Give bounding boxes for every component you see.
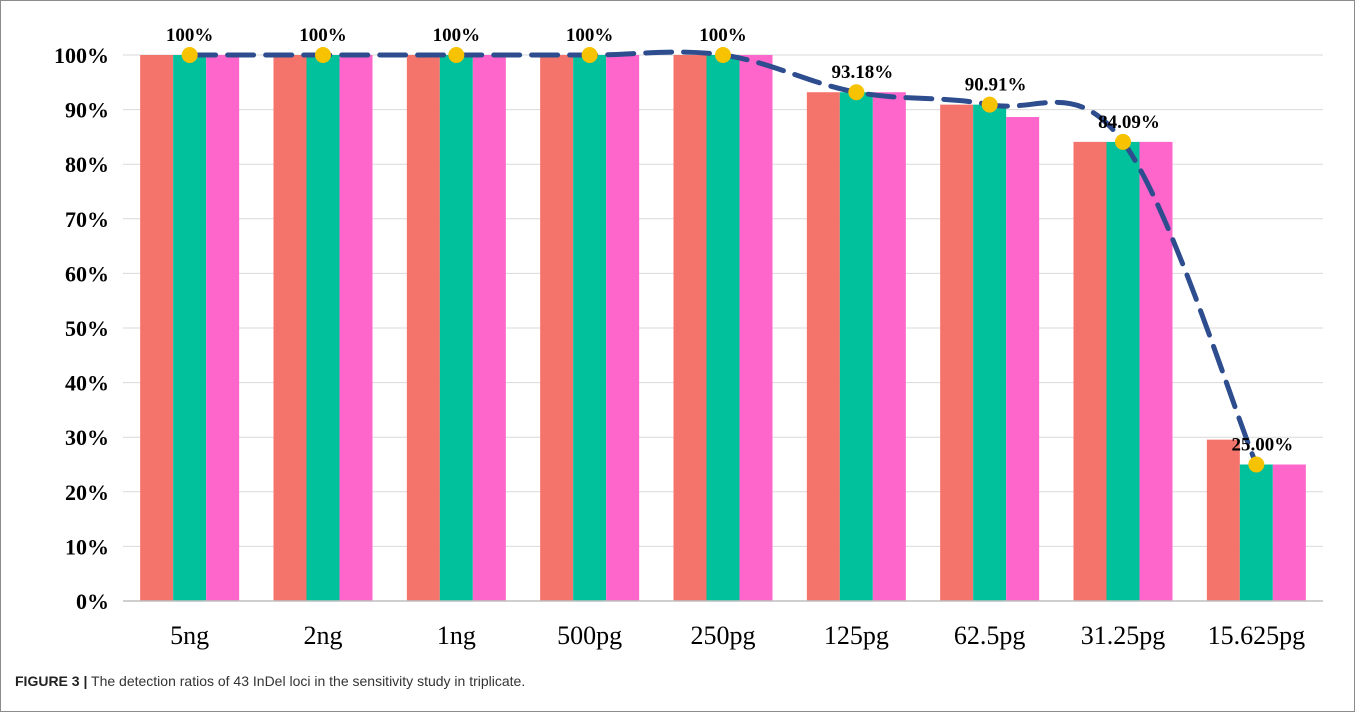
y-tick-label: 90% <box>65 98 109 123</box>
x-tick-label: 5ng <box>170 621 209 650</box>
mean-point-label: 90.91% <box>965 75 1027 96</box>
bar-series-3 <box>339 55 373 601</box>
mean-point-label: 100% <box>299 25 347 46</box>
mean-point-label: 25.00% <box>1231 435 1293 456</box>
x-tick-label: 15.625pg <box>1208 621 1306 650</box>
mean-point-label: 93.18% <box>831 62 893 83</box>
bar-series-2 <box>573 55 607 601</box>
mean-point-marker <box>315 47 331 63</box>
x-tick-label: 1ng <box>437 621 476 650</box>
mean-point-label: 100% <box>566 25 614 46</box>
y-tick-label: 20% <box>65 480 109 505</box>
bars <box>140 55 1306 602</box>
x-tick-label: 62.5pg <box>954 621 1026 650</box>
mean-point-marker <box>848 84 865 101</box>
mean-point-label: 100% <box>433 25 481 46</box>
y-tick-label: 10% <box>65 534 109 559</box>
mean-point-label: 100% <box>699 25 747 46</box>
mean-point-marker <box>181 47 198 63</box>
x-tick-label: 125pg <box>824 621 889 650</box>
bar-series-2 <box>973 104 1007 601</box>
figure-number: FIGURE 3 | <box>15 673 88 689</box>
figure-caption: FIGURE 3 | The detection ratios of 43 In… <box>15 673 525 689</box>
mean-point-marker <box>581 47 598 63</box>
bar-series-3 <box>606 55 640 601</box>
x-tick-label: 31.25pg <box>1081 621 1166 650</box>
mean-point-label: 100% <box>166 25 214 46</box>
y-tick-label: 70% <box>65 207 109 232</box>
mean-point-marker <box>981 96 998 113</box>
bar-series-2 <box>1106 141 1140 602</box>
y-tick-label: 0% <box>76 589 109 614</box>
axes: 0% 10% 20% 30% 40% 50% 60% 70% 80% 90% 100% 5ng 2ng 1… <box>54 43 1323 650</box>
mean-point-marker <box>448 47 465 63</box>
mean-line-layer <box>181 47 1265 473</box>
bar-series-1 <box>273 55 307 601</box>
bar-series-1 <box>806 92 840 602</box>
bar-series-2 <box>839 92 873 602</box>
y-tick-label: 100% <box>54 43 109 68</box>
bar-series-1 <box>1073 141 1107 602</box>
bar-series-1 <box>140 55 174 601</box>
y-tick-label: 30% <box>65 425 109 450</box>
y-tick-label: 80% <box>65 152 109 177</box>
y-tick-label: 40% <box>65 371 109 396</box>
mean-point-label: 84.09% <box>1098 112 1160 133</box>
bar-series-3 <box>206 55 240 601</box>
bar-series-1 <box>940 104 974 601</box>
bar-series-2 <box>173 55 207 601</box>
mean-point-marker <box>715 47 731 63</box>
bar-series-3 <box>472 55 506 601</box>
detection-ratio-chart: 0% 10% 20% 30% 40% 50% 60% 70% 80% 90% 100% 5ng 2ng 1… <box>54 25 1323 650</box>
bar-series-3 <box>739 55 773 601</box>
caption-text: The detection ratios of 43 InDel loci in… <box>91 673 526 689</box>
y-tick-label: 60% <box>65 261 109 286</box>
bar-series-1 <box>540 55 574 601</box>
y-tick-label: 50% <box>65 316 109 341</box>
bar-series-3 <box>1272 464 1306 601</box>
bar-series-2 <box>306 55 340 601</box>
bar-series-3 <box>1006 117 1040 601</box>
mean-point-marker <box>1115 133 1131 150</box>
bar-series-3 <box>1139 141 1173 602</box>
bar-series-1 <box>1206 439 1240 601</box>
data-labels: 100% 100% 100% 100% 100% 93.18% 90.91% 84.09% 25… <box>166 25 1293 456</box>
mean-point-marker <box>1248 456 1265 473</box>
bar-series-2 <box>706 55 740 601</box>
bar-series-3 <box>872 92 906 602</box>
x-tick-label: 250pg <box>691 621 756 650</box>
bar-series-1 <box>673 55 707 601</box>
x-tick-label: 500pg <box>557 621 622 650</box>
bar-series-1 <box>406 55 440 601</box>
bar-series-2 <box>1239 464 1273 601</box>
x-tick-label: 2ng <box>304 621 343 650</box>
bar-series-2 <box>439 55 473 601</box>
